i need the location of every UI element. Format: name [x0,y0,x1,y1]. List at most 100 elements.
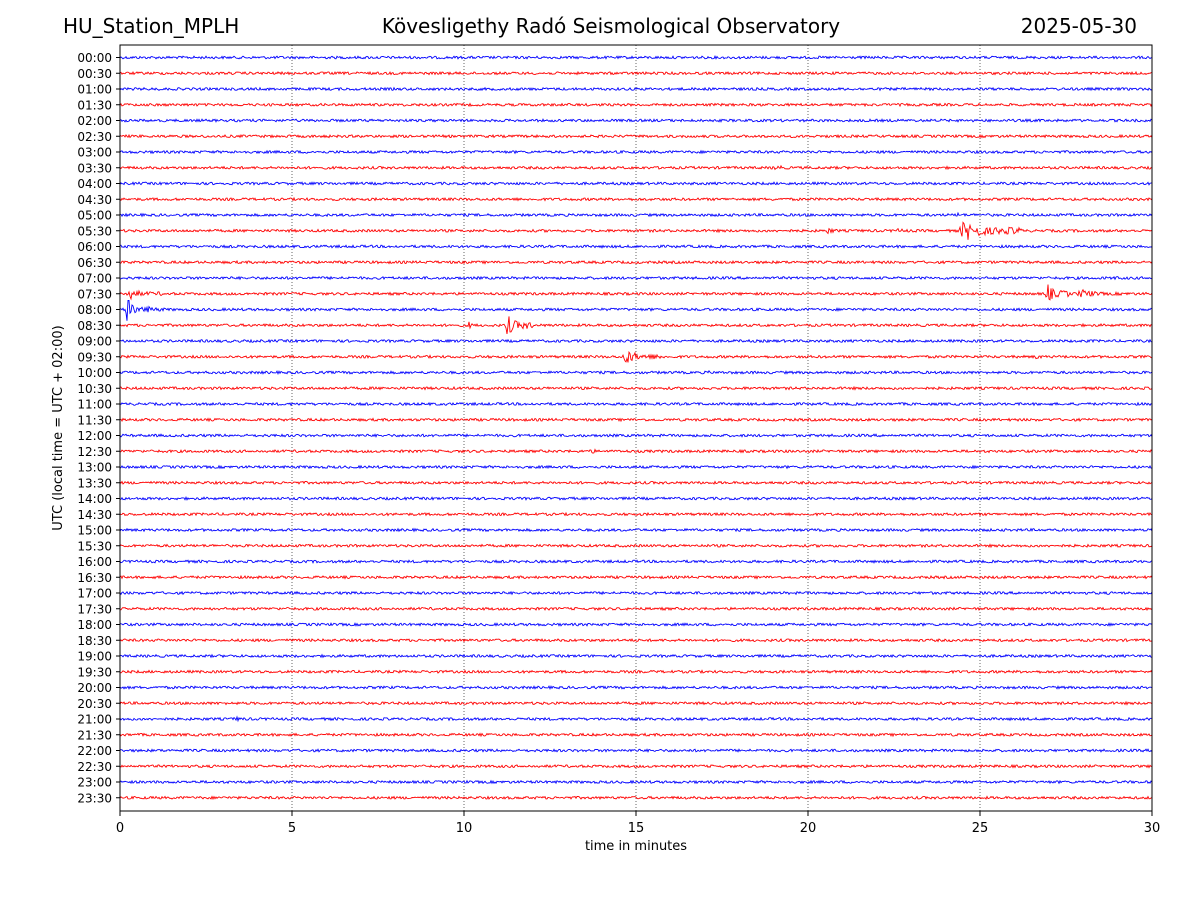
trace-0030 [119,70,1153,76]
trace-1400 [119,496,1153,501]
trace-1630 [119,574,1153,580]
y-tick-label: 15:00 [77,524,112,538]
trace-1000 [119,370,1153,376]
y-tick-label: 15:30 [77,539,112,553]
trace-0530 [119,221,1153,240]
y-tick-label: 16:30 [77,571,112,585]
y-tick-label: 04:00 [77,177,112,191]
trace-2030 [119,700,1153,706]
y-tick-label: 12:30 [77,445,112,459]
trace-0630 [119,259,1153,265]
trace-0730 [119,284,1153,301]
trace-2330 [119,795,1153,801]
trace-1830 [119,637,1153,643]
y-tick-label: 23:00 [77,776,112,790]
x-tick-label: 15 [628,821,645,836]
y-tick-label: 00:00 [77,51,112,65]
y-tick-label: 13:30 [77,476,112,490]
y-tick-label: 14:00 [77,492,112,506]
trace-0230 [119,133,1153,139]
y-tick-label: 23:30 [77,791,112,805]
trace-0200 [119,118,1153,123]
y-tick-label: 07:30 [77,287,112,301]
station-title: HU_Station_MPLH [63,14,240,38]
y-axis-label: UTC (local time = UTC + 02:00) [51,325,66,530]
y-tick-label: 03:00 [77,146,112,160]
y-tick-label: 06:00 [77,240,112,254]
date-title: 2025-05-30 [1020,14,1137,38]
x-tick-label: 30 [1144,821,1161,836]
y-tick-label: 21:30 [77,728,112,742]
y-tick-label: 13:00 [77,461,112,475]
trace-0600 [119,244,1153,249]
trace-1330 [119,480,1153,486]
trace-1430 [119,511,1153,517]
y-tick-label: 18:30 [77,634,112,648]
y-tick-label: 02:00 [77,114,112,128]
x-tick-label: 20 [800,821,817,836]
y-tick-label: 08:00 [77,303,112,317]
trace-0800 [119,299,1153,321]
trace-2130 [119,732,1153,738]
trace-1930 [119,669,1153,675]
y-tick-label: 12:00 [77,429,112,443]
y-tick-label: 09:00 [77,335,112,349]
y-tick-label: 08:30 [77,319,112,333]
x-axis-label: time in minutes [585,839,687,854]
trace-1600 [119,559,1153,564]
trace-0330 [119,164,1153,171]
y-tick-label: 10:30 [77,382,112,396]
trace-2200 [119,748,1153,753]
y-tick-label: 09:30 [77,350,112,364]
trace-0100 [119,86,1153,92]
y-tick-label: 04:30 [77,193,112,207]
trace-1900 [119,653,1153,659]
y-tick-label: 11:30 [77,413,112,427]
y-tick-label: 07:00 [77,272,112,286]
trace-1200 [119,433,1153,438]
y-tick-label: 01:00 [77,83,112,97]
y-tick-label: 20:30 [77,697,112,711]
trace-2100 [119,715,1153,723]
plot-frame [119,44,1153,812]
trace-1730 [119,606,1153,612]
x-tick-label: 10 [456,821,473,836]
y-tick-label: 06:30 [77,256,112,270]
trace-2230 [119,763,1153,769]
y-tick-label: 22:00 [77,744,112,758]
x-tick-label: 0 [116,821,124,836]
x-tick-label: 25 [972,821,989,836]
trace-0830 [119,316,1153,335]
observatory-title: Kövesligethy Radó Seismological Observat… [381,14,841,38]
y-tick-label: 03:30 [77,161,112,175]
trace-0400 [119,181,1153,186]
trace-1230 [119,448,1153,454]
y-tick-label: 14:30 [77,508,112,522]
trace-0430 [119,196,1153,202]
trace-1130 [119,417,1153,423]
x-tick-label: 5 [288,821,296,836]
trace-0900 [119,338,1153,344]
trace-2300 [119,779,1153,785]
trace-1500 [119,527,1153,533]
y-tick-label: 19:30 [77,665,112,679]
trace-1300 [119,464,1153,470]
trace-0000 [119,55,1153,60]
trace-1530 [119,543,1153,549]
y-tick-label: 05:30 [77,224,112,238]
trace-2000 [119,685,1153,691]
y-tick-label: 22:30 [77,760,112,774]
y-tick-label: 18:00 [77,618,112,632]
trace-0700 [119,275,1153,281]
y-tick-label: 17:30 [77,602,112,616]
trace-1800 [119,622,1153,627]
trace-1030 [119,385,1153,391]
trace-0930 [119,350,1153,363]
y-tick-label: 01:30 [77,98,112,112]
y-tick-label: 16:00 [77,555,112,569]
trace-1100 [119,401,1153,407]
y-tick-label: 21:00 [77,713,112,727]
y-tick-label: 17:00 [77,587,112,601]
trace-1700 [119,590,1153,596]
